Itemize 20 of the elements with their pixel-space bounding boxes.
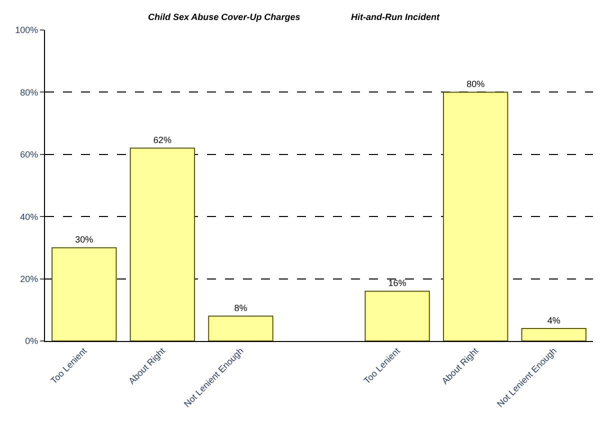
y-tick-label: 100% <box>15 25 38 36</box>
data-label: 4% <box>547 316 560 326</box>
bar <box>130 148 196 341</box>
data-label: 8% <box>234 303 248 314</box>
bar <box>442 92 508 341</box>
data-label: 80% <box>466 79 485 90</box>
y-tick-label: 80% <box>20 87 38 98</box>
bar <box>52 247 117 341</box>
text: Hit-and-Run Incident <box>351 12 440 22</box>
data-label: 62% <box>153 135 172 146</box>
text: Child Sex Abuse Cover-Up Charges <box>148 12 300 22</box>
y-tick-label: 20% <box>20 274 38 284</box>
bar <box>521 328 586 341</box>
y-tick-label: 60% <box>20 150 38 160</box>
bar <box>208 316 274 341</box>
bar <box>364 290 430 341</box>
y-tick-label: 0% <box>25 336 38 346</box>
data-label: 30% <box>75 234 94 245</box>
data-label: 16% <box>388 278 406 288</box>
y-tick-label: 40% <box>20 212 38 222</box>
